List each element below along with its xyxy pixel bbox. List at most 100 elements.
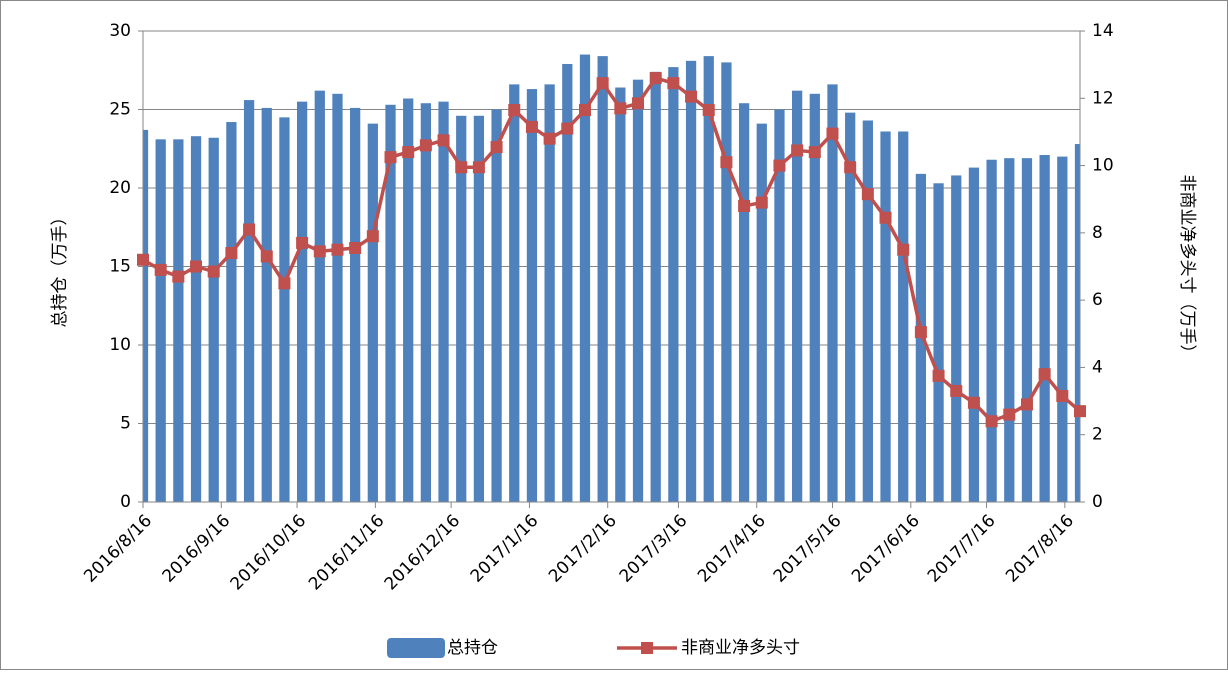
- marker: [366, 230, 379, 243]
- marker: [472, 161, 485, 174]
- marker: [596, 77, 609, 90]
- marker: [702, 104, 715, 117]
- x-tick-label: 2016/8/16: [80, 511, 156, 587]
- marker: [773, 159, 786, 172]
- y-axis-label: 总持仓（万手）: [50, 209, 70, 328]
- marker: [490, 141, 503, 154]
- bar: [296, 101, 308, 503]
- bar: [456, 115, 467, 502]
- marker: [384, 151, 397, 164]
- bar: [332, 93, 343, 503]
- bar: [314, 90, 325, 502]
- marker: [172, 270, 185, 283]
- y-tick-label: 25: [109, 100, 131, 120]
- x-tick-label: 2017/7/16: [924, 511, 1000, 587]
- bar: [951, 175, 962, 502]
- bar: [615, 87, 626, 503]
- marker: [137, 253, 149, 266]
- marker: [525, 120, 538, 133]
- marker: [844, 161, 857, 174]
- bar: [491, 109, 502, 502]
- bar: [173, 139, 184, 502]
- marker: [419, 139, 432, 152]
- marker: [561, 122, 574, 135]
- marker: [1020, 398, 1033, 411]
- y-tick-label: 15: [109, 257, 131, 277]
- y2-tick-label: 6: [1092, 290, 1103, 310]
- x-tick-label: 2017/6/16: [848, 511, 924, 587]
- legend-swatch: [387, 638, 445, 658]
- marker: [1003, 408, 1016, 421]
- y2-tick-label: 0: [1092, 492, 1103, 512]
- marker: [649, 72, 662, 85]
- bar: [190, 136, 202, 502]
- bar: [438, 101, 449, 503]
- marker: [578, 104, 591, 117]
- marker: [508, 104, 521, 117]
- marker: [437, 134, 450, 147]
- bar: [526, 89, 538, 502]
- marker: [1056, 390, 1069, 403]
- bar: [509, 84, 520, 502]
- bar: [668, 67, 679, 503]
- marker: [402, 146, 415, 159]
- bar: [632, 79, 644, 503]
- bar: [880, 131, 891, 503]
- marker: [1074, 405, 1086, 418]
- bar: [544, 84, 555, 502]
- marker: [755, 196, 768, 209]
- marker: [1038, 368, 1051, 381]
- bar: [367, 123, 378, 502]
- bar: [756, 123, 767, 502]
- y2-tick-label: 2: [1092, 425, 1103, 445]
- marker: [455, 161, 468, 174]
- x-tick-label: 2016/12/16: [381, 511, 464, 594]
- marker: [243, 223, 256, 236]
- marker: [950, 384, 963, 397]
- marker: [667, 77, 680, 90]
- y-tick-label: 10: [109, 335, 131, 355]
- y2-tick-label: 10: [1092, 156, 1114, 176]
- marker: [897, 243, 910, 256]
- marker: [225, 247, 238, 260]
- bar: [261, 107, 272, 503]
- bar: [1057, 156, 1068, 502]
- bar: [986, 159, 997, 503]
- bar: [738, 103, 750, 502]
- marker: [967, 396, 980, 409]
- bar: [845, 112, 856, 502]
- marker: [313, 245, 326, 258]
- legend-label: 非商业净多头寸: [681, 638, 800, 658]
- marker: [685, 90, 698, 103]
- bar: [350, 107, 361, 503]
- line: [142, 76, 1082, 424]
- marker: [985, 415, 998, 428]
- bar: [862, 120, 873, 503]
- marker: [808, 146, 821, 159]
- y2-tick-label: 14: [1092, 21, 1114, 41]
- bar: [968, 167, 980, 502]
- legend-marker: [641, 642, 653, 654]
- marker: [861, 188, 874, 201]
- x-tick-label: 2017/1/16: [467, 511, 543, 587]
- bar: [562, 63, 573, 502]
- marker: [632, 97, 645, 110]
- marker: [720, 156, 733, 169]
- marker: [260, 250, 273, 263]
- y2-tick-label: 12: [1092, 88, 1114, 108]
- marker: [914, 326, 927, 339]
- legend-label: 总持仓: [447, 638, 498, 658]
- bar: [721, 62, 732, 503]
- bar: [933, 183, 944, 503]
- bar: [685, 60, 697, 503]
- marker: [190, 260, 203, 273]
- bar: [226, 122, 237, 502]
- bar: [792, 90, 803, 502]
- marker: [791, 144, 804, 157]
- marker: [614, 102, 627, 115]
- x-tick-label: 2017/8/16: [1002, 511, 1078, 587]
- bar: [243, 100, 255, 502]
- bar: [385, 104, 396, 502]
- x-tick-label: 2017/3/16: [616, 511, 692, 587]
